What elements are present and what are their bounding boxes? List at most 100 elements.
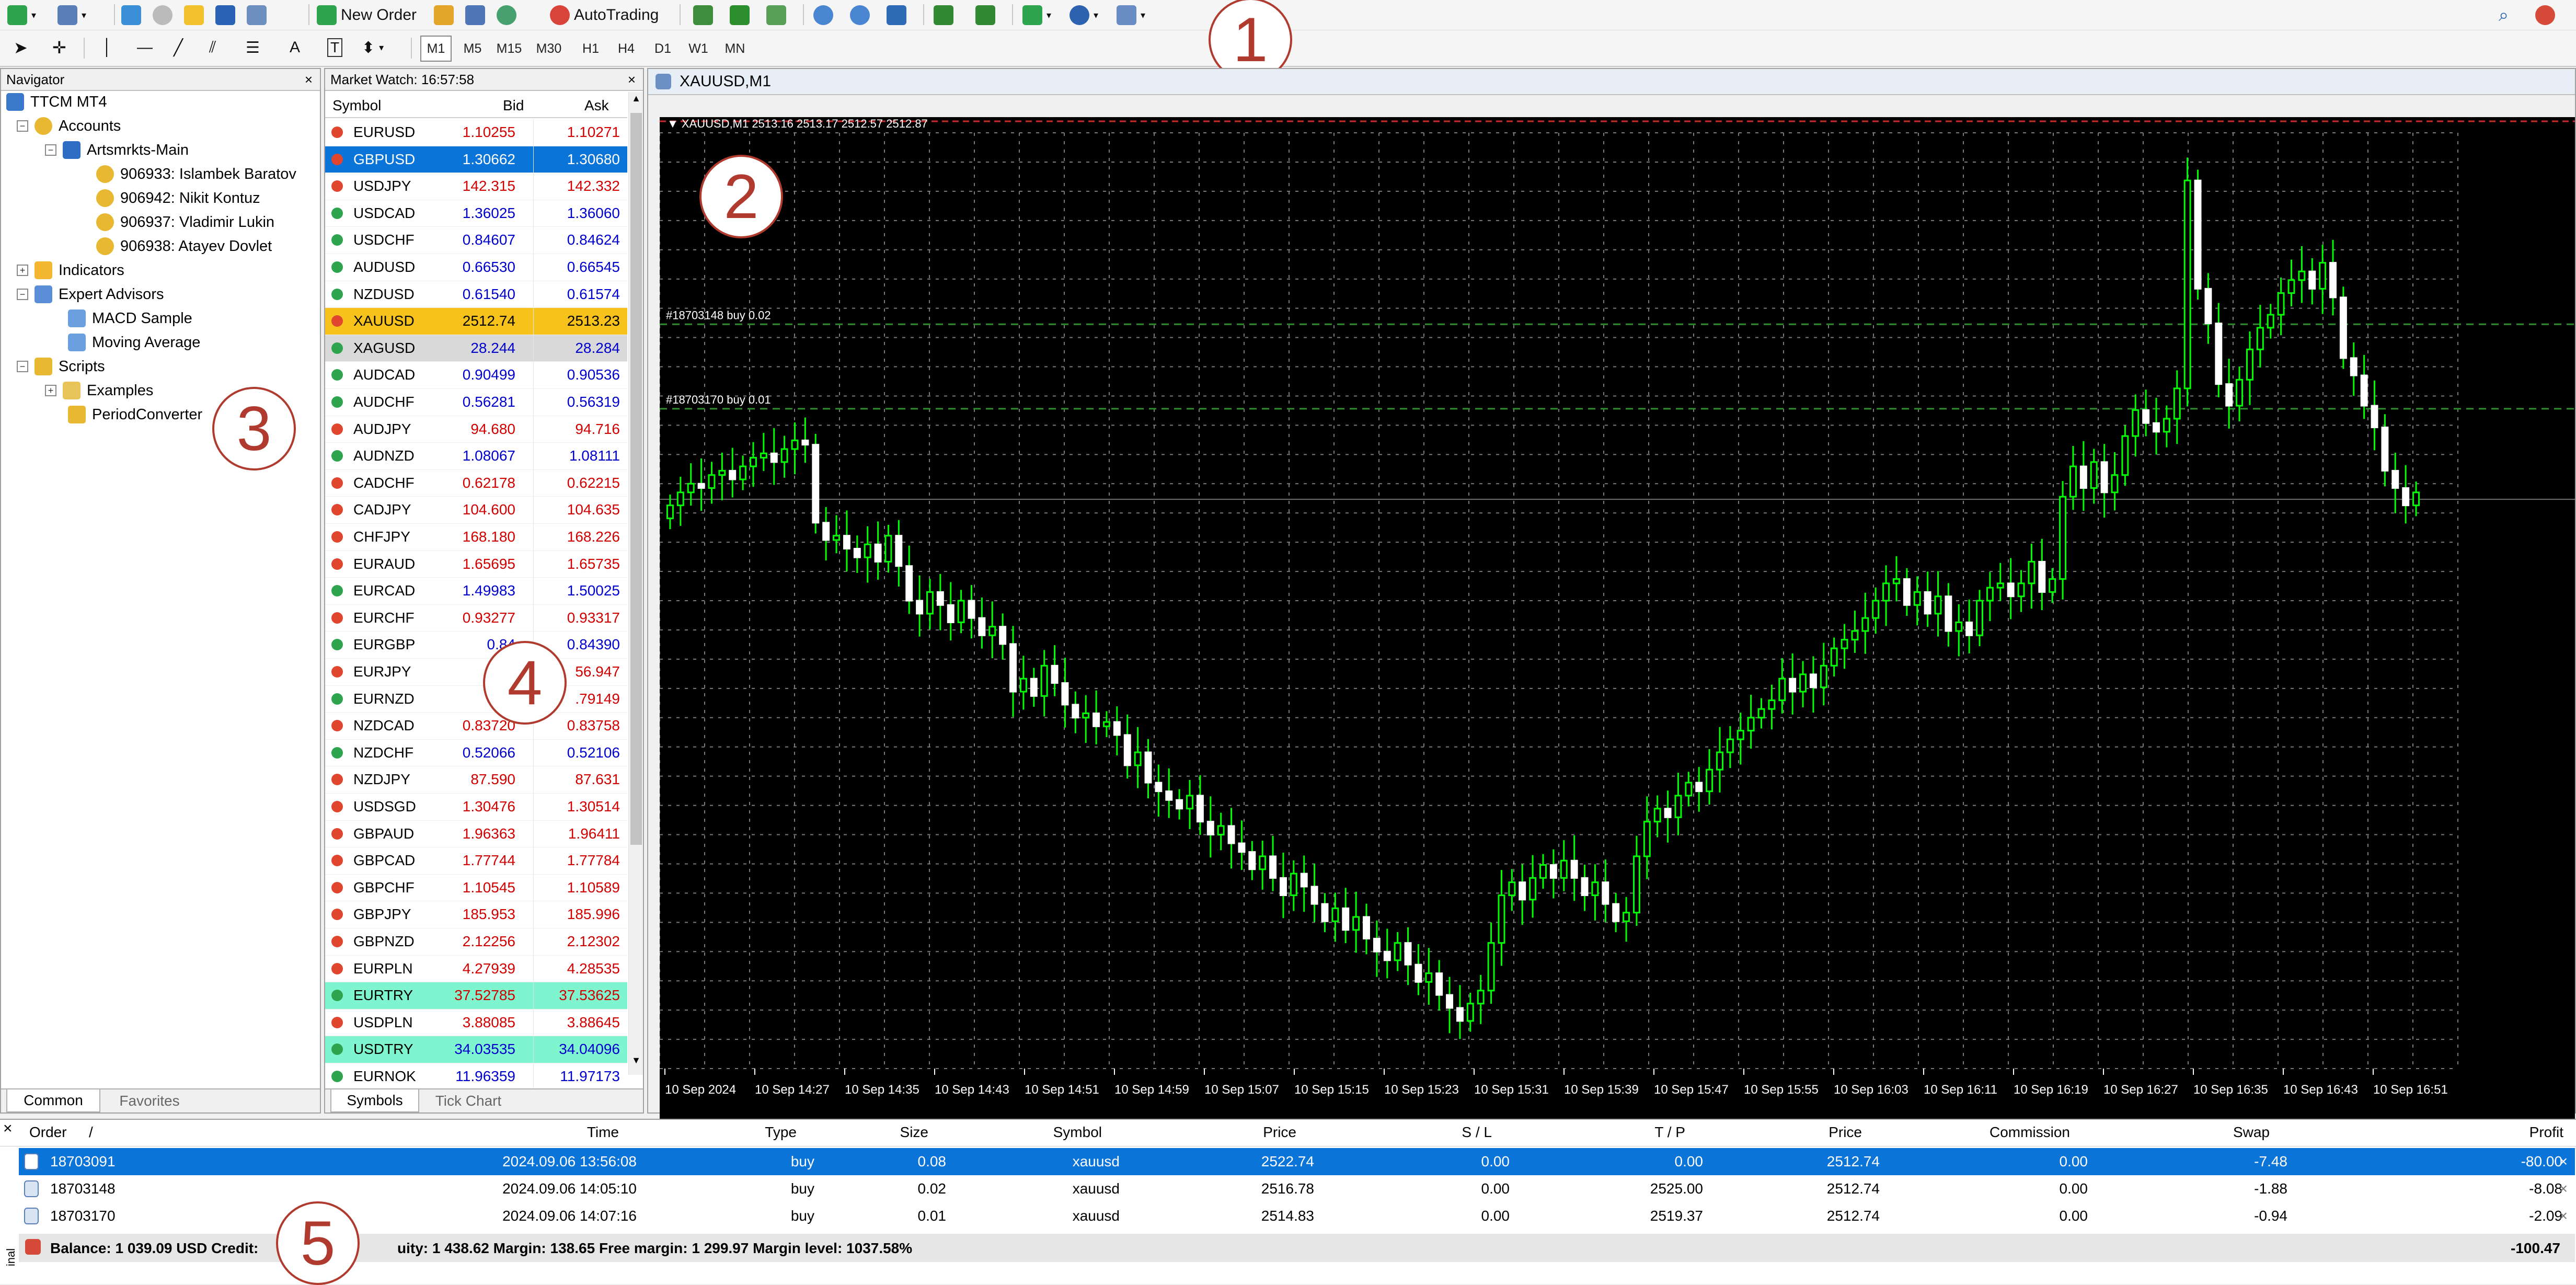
- autoscroll-button[interactable]: [975, 2, 995, 28]
- nav-scripts[interactable]: − Scripts: [17, 358, 105, 375]
- text-tool[interactable]: A: [290, 35, 300, 61]
- col-header[interactable]: Price: [1828, 1124, 1862, 1140]
- col-header[interactable]: Order: [29, 1124, 67, 1140]
- scroll-thumb[interactable]: [630, 113, 642, 845]
- collapse-icon[interactable]: −: [17, 120, 28, 132]
- timeframe-m1[interactable]: M1: [420, 36, 452, 62]
- shapes-tool[interactable]: ⬍ ▾: [362, 35, 384, 61]
- templates-button[interactable]: ▾: [1117, 2, 1145, 28]
- nav-expert-item[interactable]: MACD Sample: [68, 309, 192, 327]
- notifications-button[interactable]: [2535, 2, 2555, 28]
- market-watch-row[interactable]: GBPJPY 185.953 185.996: [325, 901, 627, 928]
- indicators-button[interactable]: ▾: [1022, 2, 1051, 28]
- autotrading-button[interactable]: AutoTrading: [550, 2, 659, 28]
- channel-tool[interactable]: ⫽: [209, 35, 216, 61]
- nav-account-item[interactable]: 906937: Vladimir Lukin: [96, 213, 274, 231]
- bar-chart-button[interactable]: [693, 2, 713, 28]
- market-watch-row[interactable]: USDPLN 3.88085 3.88645: [325, 1009, 627, 1037]
- tab-favorites[interactable]: Favorites: [119, 1093, 180, 1109]
- crosshair-tool[interactable]: ✛: [52, 35, 66, 61]
- market-watch-row[interactable]: EURNOK 11.96359 11.97173: [325, 1063, 627, 1091]
- market-watch-row[interactable]: AUDUSD 0.66530 0.66545: [325, 254, 627, 281]
- data-window-toggle[interactable]: [153, 2, 172, 28]
- signals-button[interactable]: [497, 2, 516, 28]
- metaeditor-button[interactable]: [434, 2, 454, 28]
- expand-icon[interactable]: +: [45, 385, 56, 396]
- market-watch-row[interactable]: NZDJPY 87.590 87.631: [325, 766, 627, 794]
- market-watch-row[interactable]: GBPUSD 1.30662 1.30680: [325, 146, 627, 174]
- market-watch-row[interactable]: EURNZD1..79149: [325, 685, 627, 713]
- collapse-icon[interactable]: −: [17, 289, 28, 300]
- col-symbol[interactable]: Symbol: [332, 97, 382, 113]
- new-order-button[interactable]: New Order: [317, 2, 417, 28]
- close-icon[interactable]: ×: [627, 71, 636, 87]
- text-label-tool[interactable]: T: [327, 35, 343, 61]
- nav-account-item[interactable]: 906933: Islambek Baratov: [96, 165, 296, 183]
- market-watch-row[interactable]: CHFJPY 168.180 168.226: [325, 524, 627, 551]
- line-chart-button[interactable]: [766, 2, 786, 28]
- col-header[interactable]: S / L: [1462, 1124, 1492, 1140]
- nav-root[interactable]: TTCM MT4: [6, 93, 107, 111]
- collapse-icon[interactable]: −: [17, 361, 28, 372]
- close-order-icon[interactable]: ×: [2559, 1180, 2568, 1197]
- col-header[interactable]: Time: [586, 1124, 619, 1140]
- collapse-icon[interactable]: −: [45, 144, 56, 156]
- search-button[interactable]: ⌕: [2499, 2, 2509, 28]
- fibonacci-tool[interactable]: ☰: [246, 35, 260, 61]
- market-watch-row[interactable]: AUDCHF 0.56281 0.56319: [325, 389, 627, 416]
- market-watch-row[interactable]: EURAUD 1.65695 1.65735: [325, 550, 627, 578]
- timeframe-d1[interactable]: D1: [654, 41, 671, 56]
- nav-server[interactable]: − Artsmrkts-Main: [45, 141, 189, 159]
- history-center-button[interactable]: [465, 2, 485, 28]
- col-header[interactable]: /: [89, 1124, 93, 1140]
- scroll-up-icon[interactable]: ▲: [631, 93, 641, 104]
- tab-symbols[interactable]: Symbols: [330, 1089, 419, 1112]
- timeframe-m30[interactable]: M30: [536, 41, 562, 56]
- col-header[interactable]: T / P: [1654, 1124, 1685, 1140]
- order-row[interactable]: 18703148 2024.09.06 14:05:10 buy 0.02 xauusd…: [19, 1175, 2575, 1202]
- nav-account-item[interactable]: 906942: Nikit Kontuz: [96, 189, 260, 207]
- market-watch-row[interactable]: AUDCAD 0.90499 0.90536: [325, 362, 627, 389]
- zoom-in-button[interactable]: [813, 2, 833, 28]
- market-watch-row[interactable]: GBPCAD 1.77744 1.77784: [325, 847, 627, 875]
- nav-indicators[interactable]: + Indicators: [17, 261, 124, 279]
- nav-accounts[interactable]: − Accounts: [17, 117, 121, 135]
- market-watch-row[interactable]: GBPNZD 2.12256 2.12302: [325, 928, 627, 956]
- market-watch-row[interactable]: CADJPY 104.600 104.635: [325, 497, 627, 524]
- profiles-button[interactable]: ▾: [58, 2, 86, 28]
- market-watch-row[interactable]: AUDJPY 94.680 94.716: [325, 416, 627, 443]
- market-watch-row[interactable]: EURPLN 4.27939 4.28535: [325, 955, 627, 983]
- market-watch-row[interactable]: EURUSD 1.10255 1.10271: [325, 119, 627, 146]
- close-order-icon[interactable]: ×: [2559, 1153, 2568, 1169]
- market-watch-row[interactable]: EURGBP 0.84 0.84390: [325, 632, 627, 659]
- terminal-toggle[interactable]: [215, 2, 235, 28]
- timeframe-mn[interactable]: MN: [724, 41, 745, 56]
- vertical-line-tool[interactable]: │: [102, 35, 112, 61]
- col-header[interactable]: Profit: [2529, 1124, 2563, 1140]
- market-watch-row[interactable]: NZDCAD 0.83720 0.83758: [325, 713, 627, 740]
- timeframe-m15[interactable]: M15: [496, 41, 522, 56]
- price-chart[interactable]: #18703148 buy 0.02 #18703170 buy 0.01 ▼ XA…: [660, 117, 2575, 1121]
- new-chart-button[interactable]: ▾: [7, 2, 36, 28]
- horizontal-line-tool[interactable]: —: [137, 35, 153, 61]
- market-watch-row[interactable]: USDCAD 1.36025 1.36060: [325, 200, 627, 227]
- zoom-out-button[interactable]: [850, 2, 870, 28]
- market-watch-row[interactable]: XAUUSD 2512.74 2513.23: [325, 308, 627, 335]
- timeframe-m5[interactable]: M5: [463, 41, 482, 56]
- close-order-icon[interactable]: ×: [2559, 1208, 2568, 1224]
- order-row[interactable]: 18703091 2024.09.06 13:56:08 buy 0.08 xauusd…: [19, 1148, 2575, 1175]
- col-header[interactable]: Type: [765, 1124, 797, 1140]
- col-header[interactable]: Commission: [1989, 1124, 2070, 1140]
- nav-script-item[interactable]: PeriodConverter: [68, 406, 202, 423]
- col-ask[interactable]: Ask: [584, 97, 609, 113]
- trendline-tool[interactable]: ╱: [174, 35, 183, 61]
- market-watch-toggle[interactable]: [121, 2, 141, 28]
- col-header[interactable]: Price: [1263, 1124, 1296, 1140]
- navigator-toggle[interactable]: [184, 2, 204, 28]
- nav-expert-advisors[interactable]: − Expert Advisors: [17, 285, 164, 303]
- market-watch-row[interactable]: NZDCHF 0.52066 0.52106: [325, 739, 627, 767]
- market-watch-row[interactable]: USDSGD 1.30476 1.30514: [325, 794, 627, 821]
- market-watch-row[interactable]: EURJPY156.947: [325, 659, 627, 686]
- col-header[interactable]: Size: [900, 1124, 928, 1140]
- col-header[interactable]: Swap: [2233, 1124, 2270, 1140]
